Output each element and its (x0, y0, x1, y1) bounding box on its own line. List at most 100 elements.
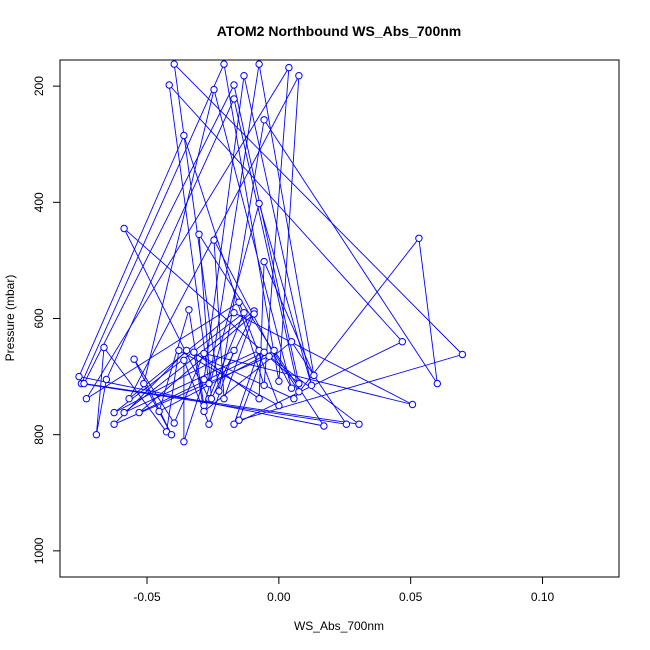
series-segment (133, 359, 172, 435)
series-segment (173, 64, 220, 392)
data-point (200, 375, 208, 384)
x-tick-label: -0.05 (133, 590, 161, 604)
data-point (80, 379, 88, 388)
data-point (205, 379, 213, 388)
data-point (230, 346, 238, 355)
series-segment (143, 89, 215, 384)
data-point (287, 384, 296, 392)
data-point (190, 348, 198, 356)
data-point (235, 416, 243, 424)
data-point (230, 81, 238, 89)
data-point (182, 346, 191, 355)
data-point (167, 431, 176, 439)
data-point (415, 234, 423, 243)
data-point (240, 72, 248, 80)
series-segment (243, 75, 312, 386)
data-point (195, 230, 203, 239)
series-segment (83, 383, 360, 425)
data-point (260, 381, 268, 389)
data-point (210, 85, 218, 94)
data-point (458, 350, 467, 359)
data-point (307, 381, 316, 389)
data-point (320, 422, 328, 430)
series-segment (208, 350, 235, 425)
data-point (260, 348, 268, 356)
series-segment (233, 98, 300, 392)
series-segment (113, 350, 235, 413)
series-segment (95, 347, 105, 435)
series-segment (133, 358, 175, 424)
series-segment (186, 349, 295, 400)
y-tick-label: 1000 (32, 537, 46, 564)
data-point (408, 400, 417, 409)
data-point (175, 346, 183, 355)
data-point (180, 131, 188, 140)
x-tick-label: 0.05 (399, 590, 423, 604)
series-segment (95, 379, 107, 435)
series-segment (173, 63, 463, 355)
y-tick-label: 400 (32, 192, 46, 212)
data-point (295, 388, 303, 396)
y-axis: 200 400 600 800 1000 (32, 76, 61, 564)
data-point (185, 306, 193, 314)
data-point (125, 395, 133, 403)
data-point (220, 395, 228, 403)
data-point (433, 379, 441, 388)
series-segment (80, 63, 225, 384)
data-point (342, 420, 351, 428)
data-point (260, 116, 268, 124)
data-point (310, 371, 318, 380)
series-segment (278, 75, 300, 382)
data-point (275, 401, 283, 410)
series-segment (223, 313, 255, 399)
data-point (255, 199, 263, 208)
series-segments (78, 63, 463, 442)
data-point (82, 395, 91, 403)
series-segment (258, 203, 312, 386)
series-segment (193, 351, 260, 400)
series-segment (105, 98, 235, 380)
x-axis: -0.05 0.00 0.05 0.10 (133, 576, 555, 604)
series-segment (223, 64, 280, 382)
data-point (255, 395, 263, 403)
series-segment (168, 84, 210, 384)
data-point (270, 346, 278, 355)
chart-title: ATOM2 Northbound WS_Abs_700nm (217, 23, 462, 39)
series-segment (123, 310, 255, 413)
data-point (200, 407, 208, 416)
data-point (290, 395, 298, 403)
data-point (210, 236, 218, 244)
series-segment (138, 351, 265, 414)
data-point (110, 408, 118, 417)
data-point (275, 377, 283, 385)
series-segment (188, 309, 205, 406)
data-point (230, 420, 238, 428)
y-axis-label: Pressure (mbar) (3, 275, 17, 362)
series-segment (258, 64, 315, 376)
series-segment (263, 261, 315, 376)
data-point (75, 372, 83, 381)
data-point (265, 352, 273, 360)
data-point (285, 63, 293, 72)
y-tick-label: 200 (32, 76, 46, 96)
data-point (295, 72, 303, 80)
data-point (215, 387, 223, 395)
x-tick-label: 0.00 (267, 590, 291, 604)
series-segment (78, 135, 185, 377)
series-segment (173, 353, 205, 424)
data-point (205, 420, 213, 428)
series-segment (291, 341, 347, 425)
series-segment (158, 309, 190, 412)
series-segment (203, 203, 260, 406)
y-tick-label: 800 (32, 424, 46, 444)
series-segment (258, 261, 265, 399)
data-point (220, 60, 228, 68)
data-point (180, 356, 188, 364)
series-segment (208, 64, 260, 384)
data-point (155, 407, 163, 416)
series-segment (86, 67, 290, 399)
data-point (260, 257, 268, 266)
x-tick-label: 0.10 (531, 590, 555, 604)
series-segment (183, 135, 265, 386)
